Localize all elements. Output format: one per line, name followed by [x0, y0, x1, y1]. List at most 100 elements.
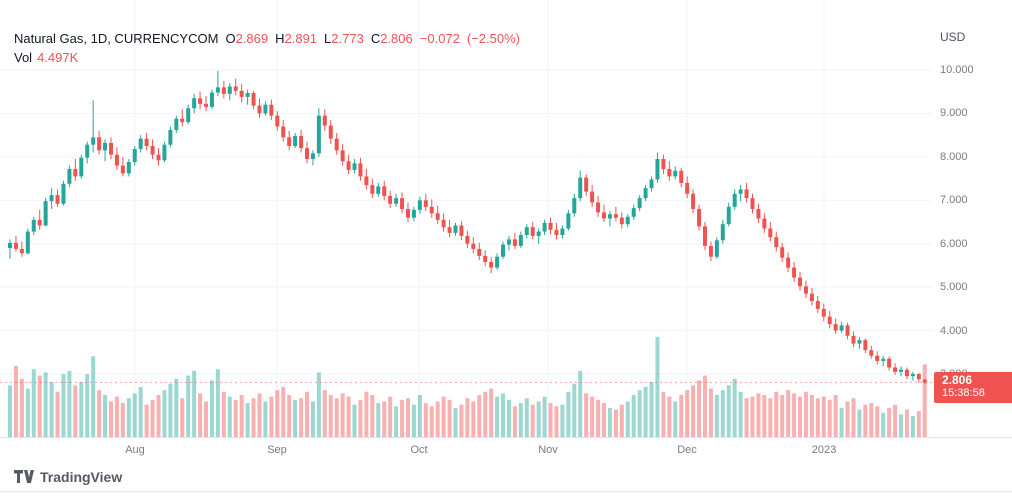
- candle-body: [156, 154, 161, 161]
- candle-body: [596, 202, 601, 213]
- candle-body: [584, 177, 589, 192]
- candle-body: [144, 138, 149, 147]
- volume-bar: [334, 398, 339, 437]
- symbol-legend: Natural Gas, 1D, CURRENCYCOM O2.869 H2.891…: [14, 31, 520, 46]
- volume-bar: [43, 372, 48, 437]
- candle-body: [251, 93, 256, 106]
- candle-body: [786, 257, 791, 268]
- candle-body: [358, 163, 363, 177]
- candle-body: [495, 256, 500, 268]
- candle-body: [310, 153, 315, 160]
- candle-body: [91, 137, 96, 145]
- volume-bar: [204, 401, 209, 437]
- candle-body: [221, 87, 226, 94]
- volume-bar: [429, 406, 434, 437]
- volume-bar: [120, 403, 125, 437]
- volume-bar: [578, 370, 583, 437]
- volume-bar: [97, 390, 102, 437]
- candle-body: [97, 137, 102, 151]
- candle-body: [138, 138, 143, 150]
- candle-body: [922, 379, 927, 383]
- volume-bar: [8, 385, 12, 437]
- candle-body: [43, 201, 48, 226]
- candle-body: [67, 169, 72, 184]
- candle-body: [447, 227, 452, 233]
- volume-bar: [281, 386, 286, 437]
- candle-body: [340, 150, 345, 162]
- price-pane[interactable]: Natural Gas, 1D, CURRENCYCOM O2.869 H2.891…: [0, 0, 932, 437]
- last-price-badge: 2.806 15:38:58: [934, 372, 1012, 404]
- volume-bar: [893, 404, 898, 437]
- price-tick-label: 10.000: [940, 64, 974, 76]
- volume-bar: [245, 403, 250, 437]
- candle-body: [453, 225, 458, 233]
- volume-bar: [916, 411, 921, 437]
- candle-body: [774, 237, 779, 248]
- volume-bar: [435, 401, 440, 437]
- candle-body: [720, 224, 725, 241]
- volume-bar: [287, 395, 292, 437]
- volume-bar: [394, 406, 399, 437]
- candle-body: [821, 308, 826, 317]
- volume-bar: [786, 390, 791, 437]
- volume-bar: [899, 414, 903, 437]
- candle-body: [803, 286, 808, 294]
- volume-bar: [512, 406, 517, 437]
- candle-body: [114, 154, 119, 166]
- volume-bar: [839, 407, 844, 437]
- volume-bar: [702, 375, 707, 437]
- volume-bar: [631, 395, 636, 437]
- volume-bar: [495, 396, 500, 437]
- open-label: O: [225, 31, 236, 46]
- price-axis[interactable]: USD 2.806 15:38:58 10.000 9.000 8.000 7.000…: [932, 0, 1012, 462]
- volume-bar: [103, 395, 108, 437]
- volume-bar: [655, 336, 660, 437]
- candle-body: [322, 115, 327, 126]
- volume-bar: [489, 388, 494, 437]
- candle-body: [744, 189, 749, 199]
- volume-bar: [346, 396, 351, 437]
- volume-bar: [305, 391, 309, 437]
- candle-body: [429, 206, 434, 214]
- candle-body: [845, 325, 850, 336]
- candle-body: [85, 144, 90, 158]
- volume-bar: [827, 399, 832, 437]
- price-tick-label: 9.000: [940, 107, 968, 120]
- tradingview-logo[interactable]: TradingView: [14, 469, 122, 485]
- candle-body: [506, 239, 511, 245]
- candle-body: [370, 185, 375, 194]
- candle-body: [827, 316, 832, 325]
- volume-bar: [61, 374, 66, 437]
- candle-body: [548, 222, 553, 230]
- volume-bar: [388, 396, 393, 437]
- volume-bar: [881, 412, 886, 437]
- volume-bar: [572, 383, 577, 437]
- candle-body: [572, 198, 577, 214]
- volume-bar: [162, 390, 167, 437]
- volume-bar: [91, 356, 96, 437]
- candle-body: [916, 374, 921, 380]
- symbol-title[interactable]: Natural Gas, 1D, CURRENCYCOM: [14, 31, 219, 46]
- volume-bar: [762, 395, 767, 437]
- candle-body: [388, 195, 393, 204]
- volume-bar: [851, 398, 856, 437]
- candle-body: [132, 149, 137, 163]
- candle-body: [180, 118, 185, 123]
- time-axis-label: Aug: [125, 444, 145, 456]
- volume-bar: [174, 378, 179, 437]
- volume-bar: [150, 399, 155, 437]
- volume-bar: [910, 416, 915, 437]
- volume-bar: [192, 370, 197, 437]
- time-axis[interactable]: Aug Sep Oct Nov Dec 2023: [0, 437, 1012, 463]
- volume-bar: [845, 401, 850, 437]
- candle-body: [411, 209, 416, 218]
- volume-bar: [685, 390, 690, 437]
- candle-body: [732, 193, 737, 207]
- currency-label: USD: [940, 30, 966, 44]
- volume-bar: [239, 395, 244, 437]
- volume-bar: [328, 395, 333, 437]
- volume-bar: [869, 403, 874, 437]
- candlestick-chart[interactable]: [0, 0, 932, 437]
- candle-body: [31, 219, 36, 232]
- volume-bar: [821, 396, 826, 437]
